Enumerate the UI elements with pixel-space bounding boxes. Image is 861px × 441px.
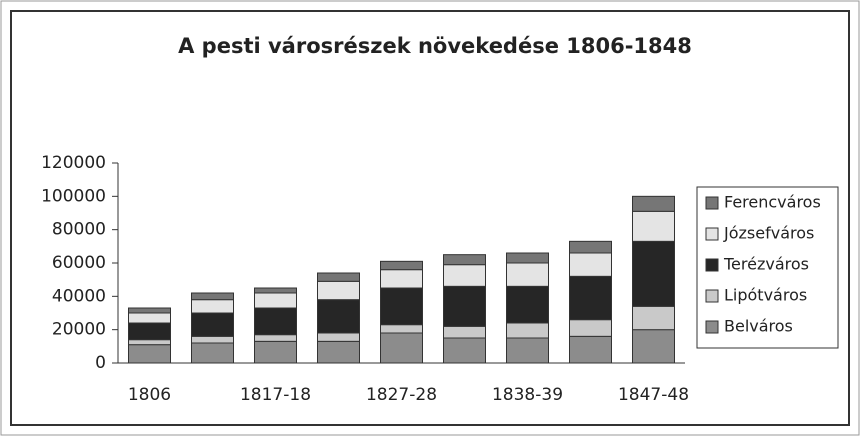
x-tick-label: 1817-18 [240,385,311,405]
bar-segment [569,335,612,364]
bar-segment [254,287,297,294]
bar-segment [506,262,549,287]
legend-swatch [705,227,719,241]
bar-segment [506,252,549,264]
legend-swatch [705,289,719,303]
bar-segment [191,335,234,344]
x-tick-label: 1847-48 [618,385,689,405]
legend-label: Ferencváros [724,193,821,212]
bar-segment [380,332,423,364]
bar-segment [191,292,234,301]
legend-label: Belváros [724,317,793,336]
bar-segment [254,334,297,342]
bar-segment [317,299,360,334]
legend-box [696,186,839,349]
y-tick-label: 80000 [52,220,106,240]
bar-segment [569,275,612,321]
bar-segment [380,324,423,334]
bar-segment [569,252,612,277]
bar-segment [317,280,360,301]
bar-segment [317,272,360,282]
bar-segment [506,322,549,339]
legend-swatch [705,320,719,334]
bar-segment [569,319,612,337]
bar-segment [380,269,423,289]
legend-label: Józsefváros [723,224,814,243]
bar-segment [254,340,297,364]
bar-segment [569,240,612,254]
x-tick-label: 1827-28 [366,385,437,405]
y-tick-label: 40000 [52,286,106,306]
bar-segment [128,322,171,341]
bar-segment [380,260,423,271]
bar-segment [632,210,675,242]
x-tick-label: 1838-39 [492,385,563,405]
bar-segment [443,264,486,287]
bar-segment [317,332,360,342]
bar-segment [128,307,171,314]
y-tick-label: 60000 [52,253,106,273]
bar-segment [191,312,234,337]
bar-segment [632,195,675,212]
bar-segment [254,292,297,309]
legend-swatch [705,196,719,210]
y-tick-label: 100000 [41,186,106,206]
bar-segment [254,307,297,336]
bar-segment [632,305,675,331]
bar-segment [128,312,171,324]
x-tick-label: 1806 [128,385,171,405]
y-tick-label: 120000 [41,153,106,173]
bar-segment [632,329,675,364]
legend-swatch [705,258,719,272]
bar-segment [506,337,549,364]
bar-segment [128,344,171,364]
chart-title: A pesti városrészek növekedése 1806-1848 [178,34,692,58]
bar-segment [632,240,675,307]
bar-segment [443,285,486,327]
bar-segment [191,342,234,364]
bar-segment [128,339,171,346]
chart-frame [10,10,850,426]
bar-segment [443,337,486,364]
legend-label: Terézváros [723,255,809,274]
bar-segment [191,299,234,314]
legend-label: Lipótváros [724,286,807,305]
bar-segment [443,325,486,339]
bar-segment [380,287,423,326]
bar-segment [506,285,549,324]
y-tick-label: 0 [95,353,106,373]
bar-segment [317,340,360,364]
y-tick-label: 20000 [52,320,106,340]
bar-segment [443,254,486,266]
